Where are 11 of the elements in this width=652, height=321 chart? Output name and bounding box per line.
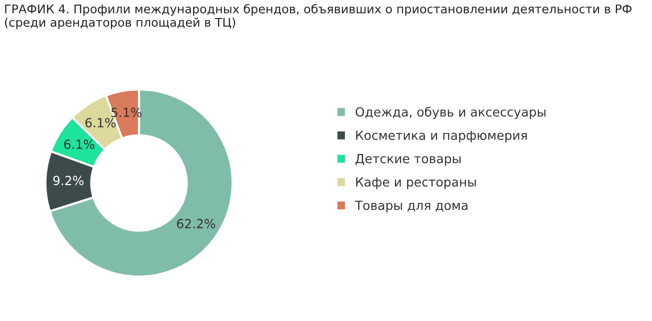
legend-label: Кафе и рестораны xyxy=(356,177,476,190)
chart-title: ГРАФИК 4. Профили международных брендов, объявивших о приостановлении деятельности в РФ (среди арендаторов площадей в ТЦ) xyxy=(5,4,632,30)
legend-label: Товары для дома xyxy=(354,200,468,212)
data-label: 9.2% xyxy=(53,176,84,186)
data-label: 6.1% xyxy=(85,118,116,128)
donut-slice xyxy=(48,88,234,278)
data-label: 62.2% xyxy=(177,218,216,228)
legend-label: Косметика и парфюмерия xyxy=(356,130,527,142)
legend-label: Детские товары xyxy=(356,154,461,166)
legend-label: Одежда, обувь и аксессуары xyxy=(356,106,546,120)
data-label: 6.1% xyxy=(64,140,94,150)
